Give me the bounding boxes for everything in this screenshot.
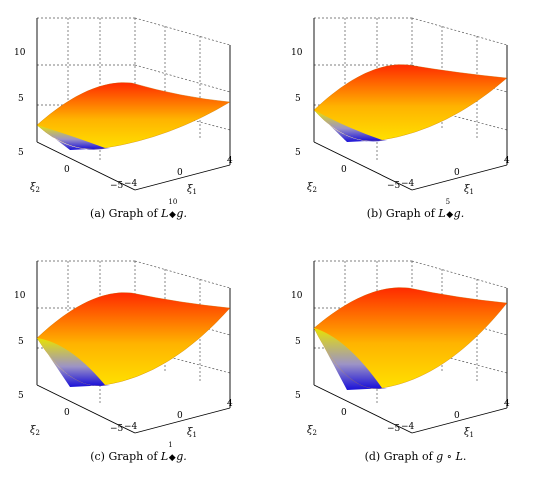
xi2-tick-neg5: −5 bbox=[387, 181, 401, 191]
xi2-tick-0: 0 bbox=[341, 408, 347, 418]
xi2-axis-label: ξ2 bbox=[30, 425, 40, 437]
xi1-tick-neg4: −4 bbox=[124, 422, 138, 432]
xi1-tick-0: 0 bbox=[454, 411, 460, 421]
xi2-tick-5: 5 bbox=[295, 391, 301, 401]
surface-front-a bbox=[37, 125, 105, 150]
surface-front-d bbox=[314, 328, 382, 389]
z-tick-5: 5 bbox=[295, 94, 301, 104]
plot-d: 10 5 5 0 −5 −4 0 4 ξ2 ξ1 bbox=[291, 260, 510, 439]
xi2-tick-neg5: −5 bbox=[110, 181, 124, 191]
plot-c: 10 5 5 0 −5 −4 0 4 ξ2 ξ1 bbox=[14, 260, 233, 439]
xi2-tick-neg5: −5 bbox=[110, 424, 124, 434]
xi2-tick-0: 0 bbox=[64, 165, 70, 175]
xi1-tick-neg4: −4 bbox=[401, 422, 415, 432]
xi1-axis-label: ξ1 bbox=[464, 184, 474, 196]
xi1-axis-label: ξ1 bbox=[187, 184, 197, 196]
caption-d: (d) Graph of g ∘ L. bbox=[364, 450, 467, 463]
z-tick-10: 10 bbox=[14, 291, 26, 301]
xi1-axis-label: ξ1 bbox=[187, 427, 197, 439]
caption-a: (a) Graph of L 10 ◆g. bbox=[90, 198, 187, 220]
xi1-axis-label: ξ1 bbox=[464, 427, 474, 439]
z-tick-5: 5 bbox=[18, 94, 24, 104]
surface-front-b bbox=[314, 110, 382, 141]
xi1-tick-neg4: −4 bbox=[124, 179, 138, 189]
xi2-tick-5: 5 bbox=[295, 148, 301, 158]
plot-b: 10 5 5 0 −5 −4 0 4 ξ2 ξ1 bbox=[291, 17, 510, 196]
xi2-tick-5: 5 bbox=[18, 148, 24, 158]
z-tick-10: 10 bbox=[291, 48, 303, 58]
xi1-tick-0: 0 bbox=[177, 168, 183, 178]
xi2-axis-label: ξ2 bbox=[307, 425, 317, 437]
xi1-tick-neg4: −4 bbox=[401, 179, 415, 189]
z-tick-10: 10 bbox=[14, 48, 26, 58]
caption-b: (b) Graph of L 5 ◆g. bbox=[366, 198, 465, 220]
z-tick-10: 10 bbox=[291, 291, 303, 301]
xi2-tick-0: 0 bbox=[64, 408, 70, 418]
xi2-axis-label: ξ2 bbox=[307, 182, 317, 194]
xi2-tick-0: 0 bbox=[341, 165, 347, 175]
xi1-tick-4: 4 bbox=[227, 399, 233, 409]
xi2-axis-label: ξ2 bbox=[30, 182, 40, 194]
z-tick-5: 5 bbox=[18, 337, 24, 347]
xi1-tick-0: 0 bbox=[177, 411, 183, 421]
z-tick-5: 5 bbox=[295, 337, 301, 347]
plot-a: 10 5 5 0 −5 −4 0 4 ξ2 ξ1 bbox=[14, 17, 233, 196]
xi1-tick-4: 4 bbox=[504, 156, 510, 166]
xi2-tick-5: 5 bbox=[18, 391, 24, 401]
xi2-tick-neg5: −5 bbox=[387, 424, 401, 434]
xi1-tick-4: 4 bbox=[504, 399, 510, 409]
surface-front-c bbox=[37, 338, 105, 386]
panel-d: 10 5 5 0 −5 −4 0 4 ξ2 ξ1 (d) Graph of g … bbox=[277, 243, 554, 486]
caption-c: (c) Graph of L 1 ◆g. bbox=[90, 441, 187, 463]
xi1-tick-4: 4 bbox=[227, 156, 233, 166]
xi1-tick-0: 0 bbox=[454, 168, 460, 178]
